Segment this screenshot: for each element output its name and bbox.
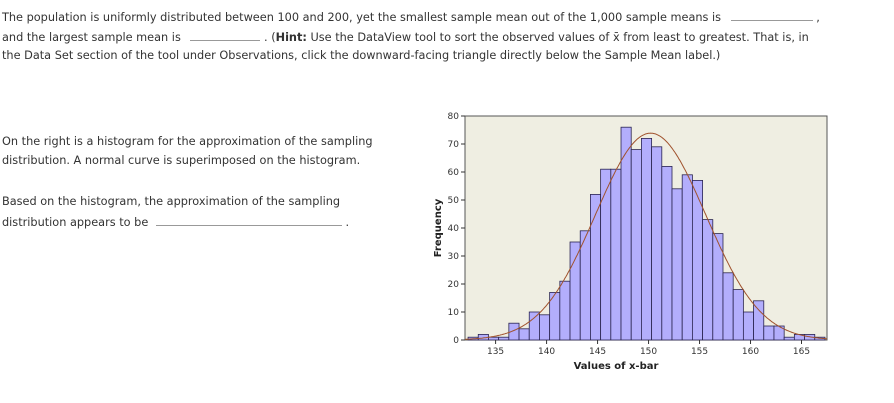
distribution-shape-blank[interactable] [155,212,342,226]
text: . [345,216,350,229]
normal-curve [464,132,828,340]
histogram-bar [722,272,734,341]
y-tick-label: 80 [448,112,460,122]
histogram-bar [539,314,551,341]
text: distribution appears to be [2,216,149,229]
hint-label: Hint: [275,31,307,44]
x-tick-label: 135 [487,347,504,357]
histogram-bar [641,138,653,341]
histogram-bar [559,280,571,341]
left-p2-line1: Based on the histogram, the approximatio… [2,195,341,208]
text: and the largest sample mean is [2,31,181,44]
y-tick-label: 40 [448,224,460,234]
largest-mean-blank[interactable] [190,27,261,41]
histogram-bar [498,336,510,341]
histogram-bar [590,194,602,341]
smallest-mean-blank[interactable] [730,7,813,21]
histogram-chart: 0 10 20 30 40 50 60 70 80 135 140 145 150 155 160 165 Va… [433,112,828,372]
y-tick-label: 20 [448,280,460,290]
y-tick-label: 50 [448,196,460,206]
histogram-bar [600,168,612,341]
x-tick-label: 140 [538,347,555,357]
histogram-bar [579,230,591,341]
histogram-bar [753,300,765,341]
left-p1-line2: distribution. A normal curve is superimp… [2,154,361,167]
histogram-bar [528,311,540,341]
text: Use the DataView tool to sort the observ… [306,31,809,44]
x-tick-label: 155 [691,347,708,357]
x-tick-label: 145 [589,347,606,357]
text: The population is uniformly distributed … [2,11,722,24]
histogram-bar [742,311,754,341]
histogram-bar [783,336,795,341]
y-tick-label: 0 [453,336,459,346]
histogram-bar [651,146,663,341]
left-p1-line1: On the right is a histogram for the appr… [2,135,373,148]
histogram-bar [610,168,622,341]
histogram-bar [569,241,581,341]
left-p2-line2: distribution appears to be . [2,212,349,233]
histogram-bar [681,174,693,341]
histogram-bar [702,219,714,341]
text: . ( [264,31,276,44]
question-line-2: and the largest sample mean is . (Hint: … [2,27,809,48]
question-line-3: the Data Set section of the tool under O… [2,49,721,62]
histogram-bar [732,289,744,341]
y-tick-label: 70 [448,140,460,150]
y-tick-label: 60 [448,168,460,178]
y-tick-label: 30 [448,252,460,262]
text: , [816,11,820,24]
x-tick-label: 160 [742,347,759,357]
question-line-1: The population is uniformly distributed … [2,7,820,28]
x-tick-label: 150 [640,347,657,357]
y-axis-label: Frequency [433,198,444,257]
histogram-bar [488,336,500,341]
histogram-bar [763,325,775,341]
histogram-bar [518,328,530,341]
histogram-bar [661,166,673,341]
x-tick-label: 165 [793,347,810,357]
x-axis-label: Values of x-bar [574,361,659,372]
histogram-bar [630,149,642,341]
histogram-bar [671,188,683,341]
y-tick-label: 10 [448,308,460,318]
